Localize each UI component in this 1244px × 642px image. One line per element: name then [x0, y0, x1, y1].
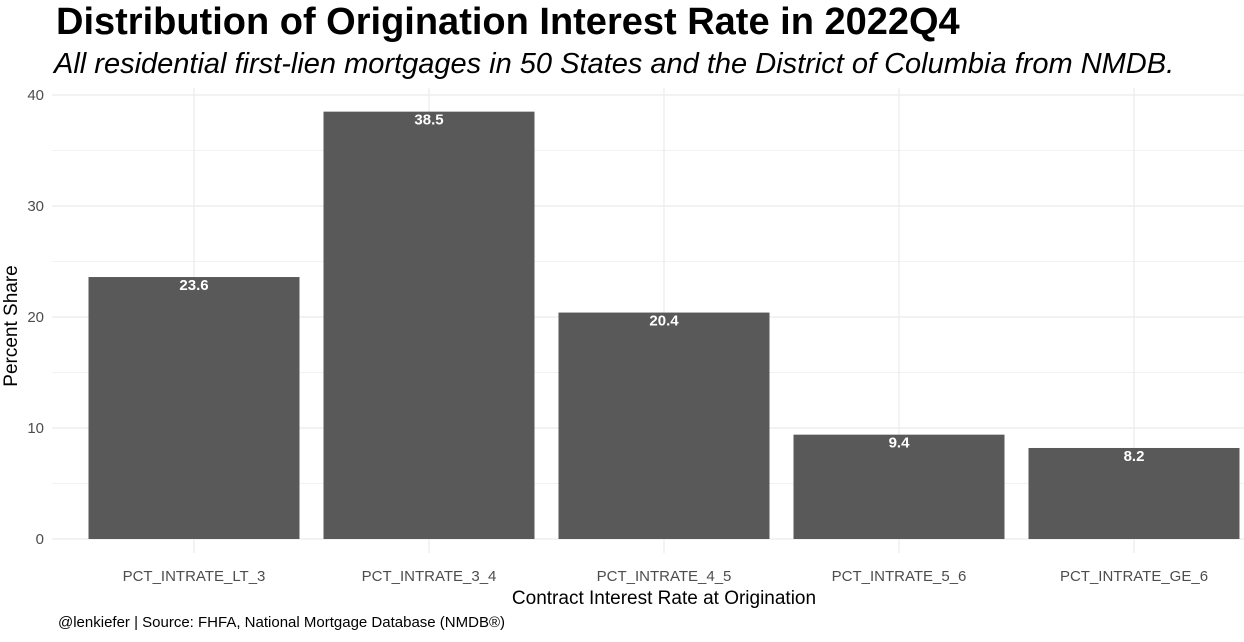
- y-tick-label: 20: [27, 309, 44, 326]
- bar: [323, 111, 535, 540]
- bar-labels: 23.6 38.5 20.4 9.4 8.2: [179, 112, 1144, 465]
- y-tick-label: 30: [27, 198, 44, 215]
- bar-value-label: 23.6: [179, 277, 208, 294]
- bar: [558, 312, 770, 539]
- x-tick-label: PCT_INTRATE_LT_3: [123, 568, 266, 585]
- y-tick-label: 10: [27, 420, 44, 437]
- bar-value-label: 38.5: [414, 112, 443, 129]
- y-axis-ticks: 0 10 20 30 40: [27, 87, 44, 548]
- x-tick-label: PCT_INTRATE_4_5: [597, 568, 732, 585]
- x-axis-ticks: PCT_INTRATE_LT_3 PCT_INTRATE_3_4 PCT_INTRA…: [123, 568, 1208, 585]
- chart-subtitle: All residential first-lien mortgages in …: [54, 48, 1175, 80]
- x-tick-label: PCT_INTRATE_3_4: [362, 568, 497, 585]
- chart-title: Distribution of Origination Interest Rat…: [56, 1, 960, 43]
- y-tick-label: 40: [27, 87, 44, 104]
- bar-value-label: 20.4: [649, 313, 679, 330]
- bar: [1028, 447, 1240, 539]
- x-axis-title: Contract Interest Rate at Origination: [512, 588, 816, 609]
- bar: [88, 277, 300, 539]
- x-tick-label: PCT_INTRATE_5_6: [832, 568, 967, 585]
- bar: [793, 434, 1005, 539]
- x-tick-label: PCT_INTRATE_GE_6: [1060, 568, 1208, 585]
- y-tick-label: 0: [36, 531, 44, 548]
- chart-caption: @lenkiefer | Source: FHFA, National Mort…: [58, 614, 506, 631]
- y-axis-title: Percent Share: [1, 265, 22, 386]
- bars: [88, 111, 1240, 540]
- bar-value-label: 8.2: [1124, 448, 1145, 465]
- bar-value-label: 9.4: [889, 435, 911, 452]
